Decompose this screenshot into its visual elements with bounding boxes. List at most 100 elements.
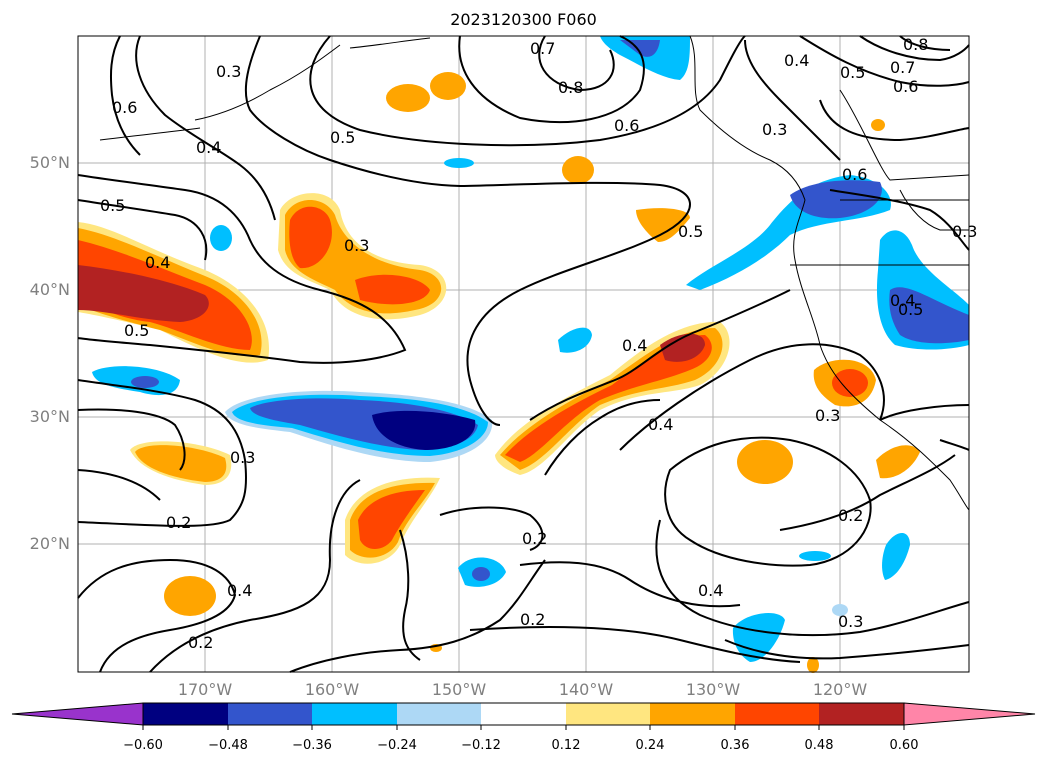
contour-line <box>619 343 885 451</box>
lat-label: 30°N <box>29 407 70 426</box>
contour-label: 0.6 <box>112 98 137 117</box>
colorbar-tick-label: −0.48 <box>208 738 248 753</box>
colorbar-tick-label: −0.36 <box>292 738 332 753</box>
negative-anomaly-region <box>799 551 831 561</box>
lat-label: 20°N <box>29 534 70 553</box>
contour-line <box>664 436 872 567</box>
colorbar-segment <box>481 703 566 725</box>
negative-anomaly-region <box>372 410 476 450</box>
positive-anomaly-region <box>832 369 868 397</box>
contour-label: 0.2 <box>188 633 213 652</box>
contour-line <box>744 39 841 161</box>
contour-label: 0.6 <box>614 116 639 135</box>
colorbar-segment <box>735 703 819 725</box>
colorbar-tick-label: −0.12 <box>461 738 501 753</box>
contour-line <box>819 99 970 142</box>
contour-line <box>309 35 746 147</box>
negative-anomaly-region <box>732 613 785 662</box>
positive-anomaly-region <box>505 335 712 462</box>
contour-label: 0.4 <box>196 138 221 157</box>
lon-label: 130°W <box>685 680 741 699</box>
contour-line <box>538 35 615 92</box>
filled-anomaly-contours <box>78 36 969 673</box>
negative-anomaly-region <box>558 327 592 353</box>
negative-anomaly-region <box>790 180 882 219</box>
contour-label: 0.2 <box>166 513 191 532</box>
contour-labels: 0.7 0.8 0.6 0.3 0.5 0.4 0.6 0.5 0.4 0.3 … <box>100 35 977 652</box>
lat-label: 50°N <box>29 153 70 172</box>
colorbar-segment <box>143 703 228 725</box>
contour-line <box>939 439 970 451</box>
colorbar-segment <box>228 703 312 725</box>
contour-label: 0.4 <box>698 581 723 600</box>
colorbar-extend-left <box>11 702 144 726</box>
contour-label: 0.4 <box>145 253 170 272</box>
contour-line <box>77 199 208 261</box>
positive-anomaly-region <box>876 445 920 479</box>
contour-label: 0.5 <box>124 321 149 340</box>
contour-label: 0.5 <box>840 63 865 82</box>
colorbar-tick-label: 0.60 <box>889 738 919 753</box>
contour-line <box>289 559 546 673</box>
positive-anomaly-region <box>164 576 216 616</box>
negative-anomaly-region <box>472 567 490 581</box>
plot-area <box>78 36 969 672</box>
contour-line <box>149 479 361 673</box>
contour-label: 0.3 <box>815 406 840 425</box>
contour-label: 0.6 <box>842 165 867 184</box>
contour-label: 0.5 <box>678 222 703 241</box>
positive-anomaly-region <box>430 72 466 100</box>
contour-line <box>544 399 661 476</box>
positive-anomaly-region <box>386 84 430 112</box>
negative-anomaly-region <box>444 158 474 168</box>
contour-line <box>829 189 970 251</box>
contour-label: 0.7 <box>890 58 915 77</box>
colorbar <box>11 702 1036 730</box>
colorbar-segment <box>312 703 397 725</box>
contour-label: 0.5 <box>100 196 125 215</box>
contour-line <box>799 35 970 87</box>
lon-label: 170°W <box>177 680 233 699</box>
contour-line <box>529 289 791 421</box>
positive-anomaly-region <box>78 265 209 322</box>
colorbar-segment <box>650 703 735 725</box>
contour-line <box>77 469 161 501</box>
contour-line <box>724 639 970 660</box>
line-contours <box>77 35 970 673</box>
colorbar-tick-label: 0.24 <box>635 738 665 753</box>
lon-label: 150°W <box>431 680 487 699</box>
colorbar-segment <box>819 703 904 725</box>
positive-anomaly-region <box>807 657 819 673</box>
contour-line <box>77 408 186 471</box>
contour-label: 0.5 <box>330 128 355 147</box>
negative-anomaly-region <box>889 287 969 344</box>
contour-label: 0.4 <box>784 51 809 70</box>
positive-anomaly-region <box>289 206 332 269</box>
plot-frame <box>77 35 970 673</box>
contour-line <box>77 379 248 527</box>
lon-label: 120°W <box>812 680 868 699</box>
contour-label: 0.5 <box>898 300 923 319</box>
contour-line <box>439 506 544 551</box>
contour-line <box>77 174 407 364</box>
contour-label: 0.7 <box>530 39 555 58</box>
contour-label: 0.8 <box>903 35 928 54</box>
contour-line <box>655 519 970 637</box>
colorbar-tick-label: −0.24 <box>377 738 417 753</box>
negative-anomaly-region <box>131 376 159 388</box>
positive-anomaly-region <box>135 445 227 482</box>
positive-anomaly-region <box>358 490 425 549</box>
contour-label: 0.4 <box>890 291 915 310</box>
positive-anomaly-region <box>636 208 690 242</box>
positive-anomaly-region <box>871 119 885 131</box>
contour-line <box>779 454 956 531</box>
contour-label: 0.8 <box>558 78 583 97</box>
contour-line <box>399 529 421 661</box>
negative-anomaly-region <box>882 532 910 580</box>
lon-label: 160°W <box>304 680 360 699</box>
positive-anomaly-region <box>355 274 430 305</box>
contour-label: 0.3 <box>230 448 255 467</box>
contour-label: 0.2 <box>520 610 545 629</box>
colorbar-extend-right <box>903 702 1036 726</box>
